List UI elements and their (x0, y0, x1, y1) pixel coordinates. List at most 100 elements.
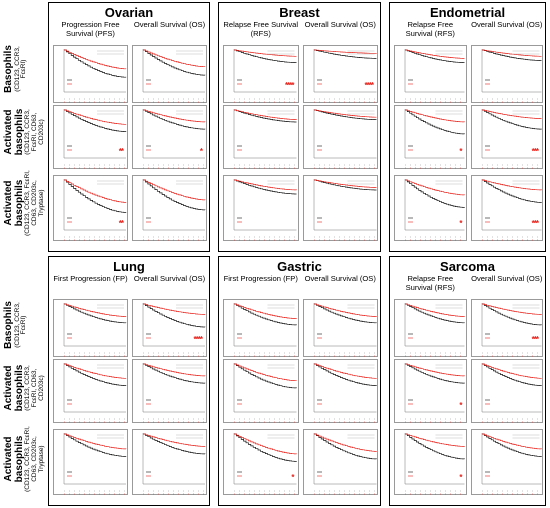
column-header: Relapse Free Survival (RFS) (405, 20, 455, 38)
series-low-line (64, 109, 127, 132)
km-curve-svg (481, 109, 542, 169)
series-high-line (313, 109, 376, 118)
row-label-1: Basophils (CD123, CCR3, FcεRI) (3, 40, 44, 98)
km-plot (302, 299, 378, 357)
significance-stars: * (459, 473, 462, 482)
row-label-title: Activated basophils (3, 435, 25, 483)
row-label-title: Activated basophils (3, 108, 25, 156)
series-low-line (143, 363, 206, 384)
series-high-line (64, 109, 127, 125)
row-label-6: Activated basophils (CD123, CCR3, FcεRI, … (3, 426, 45, 492)
plot-axes (233, 363, 297, 413)
km-curve-svg (233, 179, 297, 241)
km-plot (470, 45, 543, 103)
panel-title: Sarcoma (440, 259, 495, 274)
series-high-line (143, 49, 206, 68)
km-curve-svg (404, 303, 465, 357)
series-low-line (64, 49, 127, 78)
column-header: Relapse Free Survival (RFS) (223, 20, 299, 38)
panel-breast: Breast Relapse Free Survival (RFS) Overall… (218, 2, 381, 252)
panel-title: Lung (113, 259, 145, 274)
plot-axes (142, 49, 205, 93)
column-header: Overall Survival (OS) (471, 274, 543, 283)
km-plot: ** (53, 175, 128, 241)
km-curve-svg (233, 109, 297, 169)
km-plot (302, 105, 378, 169)
km-curve-svg (404, 363, 465, 423)
series-low-line (481, 363, 542, 386)
km-plot (223, 105, 299, 169)
km-plot: **** (223, 45, 299, 103)
km-plot: *** (470, 299, 543, 357)
km-curve-svg (233, 433, 297, 495)
column-header: Progression Free Survival (PFS) (61, 20, 120, 38)
km-plot: * (394, 105, 467, 169)
panel-endometrial: Endometrial Relapse Free Survival (RFS) Ov… (389, 2, 546, 252)
km-curve-svg (142, 363, 206, 423)
series-low-line (405, 433, 465, 460)
series-high-line (405, 109, 465, 123)
series-low-line (405, 179, 465, 208)
series-high-line (313, 303, 377, 317)
series-low-line (405, 109, 465, 135)
series-low-line (481, 433, 542, 457)
km-plot: *** (470, 175, 543, 241)
column-header: Overall Survival (OS) (133, 20, 206, 29)
series-high-line (64, 433, 127, 450)
plot-axes (233, 433, 297, 485)
km-curve-svg (313, 49, 377, 103)
plot-axes (63, 303, 126, 347)
significance-stars: **** (364, 81, 375, 90)
km-plot (53, 359, 128, 423)
series-low-line (143, 303, 206, 328)
plot-axes (233, 109, 297, 159)
series-high-line (234, 109, 297, 120)
km-curve-svg (63, 49, 127, 103)
km-plot (394, 299, 467, 357)
column-header: First Progression (FP) (223, 274, 298, 283)
significance-stars: * (199, 147, 203, 156)
column-header: Overall Survival (OS) (304, 274, 376, 283)
plot-axes (313, 109, 376, 159)
series-high-line (313, 49, 377, 54)
km-curve-svg (313, 179, 376, 241)
series-high-line (234, 49, 297, 57)
km-plot: ** (53, 105, 128, 169)
series-low-line (143, 49, 206, 76)
km-curve-svg (404, 179, 465, 241)
series-low-line (143, 109, 206, 130)
km-curve-svg (481, 179, 542, 241)
plot-axes (142, 363, 205, 413)
plot-axes (481, 363, 541, 413)
km-plot (132, 359, 207, 423)
significance-stars: **** (285, 81, 295, 90)
row-label-subtitle: (CD123, CCR3, FcεRI, CD63, CD203c, Trypt… (24, 170, 45, 236)
km-plot (302, 359, 378, 423)
plot-axes (404, 433, 465, 485)
plot-axes (404, 109, 465, 159)
plot-axes (142, 179, 205, 231)
significance-stars: ** (118, 219, 124, 228)
plot-axes (313, 303, 376, 347)
km-curve-svg (313, 433, 377, 495)
km-plot (223, 299, 299, 357)
km-curve-svg (313, 303, 377, 357)
column-header: Relapse Free Survival (RFS) (405, 274, 455, 292)
row-label-5: Activated basophils (CD123, CCR3, FcεRI, … (3, 356, 45, 420)
km-plot (53, 429, 128, 495)
km-plot (470, 359, 543, 423)
km-plot: * (223, 429, 299, 495)
series-high-line (234, 363, 297, 382)
series-high-line (234, 179, 297, 191)
panel-lung: Lung First Progression (FP) Overall Surviv… (48, 256, 210, 506)
plot-axes (63, 363, 126, 413)
km-curve-svg (481, 49, 541, 103)
series-low-line (481, 109, 542, 130)
km-curve-svg (404, 109, 465, 169)
series-low-line (313, 433, 377, 460)
km-curve-svg (63, 363, 127, 423)
plot-axes (142, 433, 205, 485)
significance-stars: **** (193, 335, 204, 344)
row-label-subtitle: (CD123, CCR3, FcεRI) (13, 302, 28, 348)
series-high-line (405, 363, 465, 377)
